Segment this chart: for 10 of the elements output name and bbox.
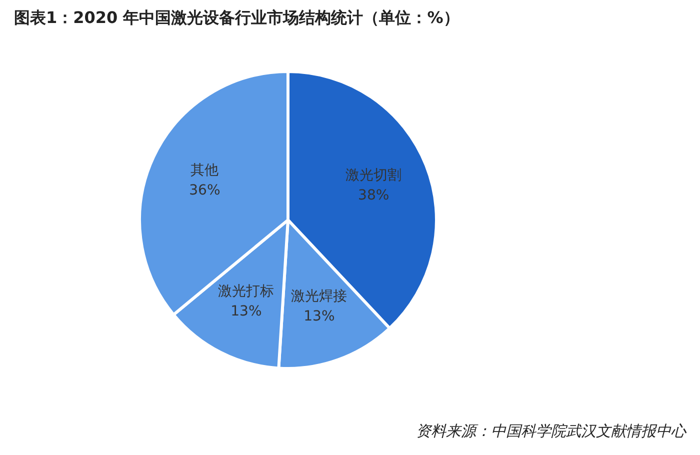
data-label: 13% <box>230 304 262 320</box>
slice-label: 激光焊接 <box>291 288 348 304</box>
slice-label: 其他 <box>190 162 219 178</box>
slice-label: 激光打标 <box>218 284 274 300</box>
slice-label: 激光切割 <box>346 168 402 184</box>
text: 资料来源：中国科学院武汉文献情报中心 <box>416 422 686 441</box>
chart-title: 图表1：2020 年中国激光设备行业市场结构统计（单位：%） <box>14 8 460 29</box>
data-label: 38% <box>358 188 390 204</box>
data-label: 36% <box>189 182 220 198</box>
data-label: 13% <box>304 308 335 324</box>
